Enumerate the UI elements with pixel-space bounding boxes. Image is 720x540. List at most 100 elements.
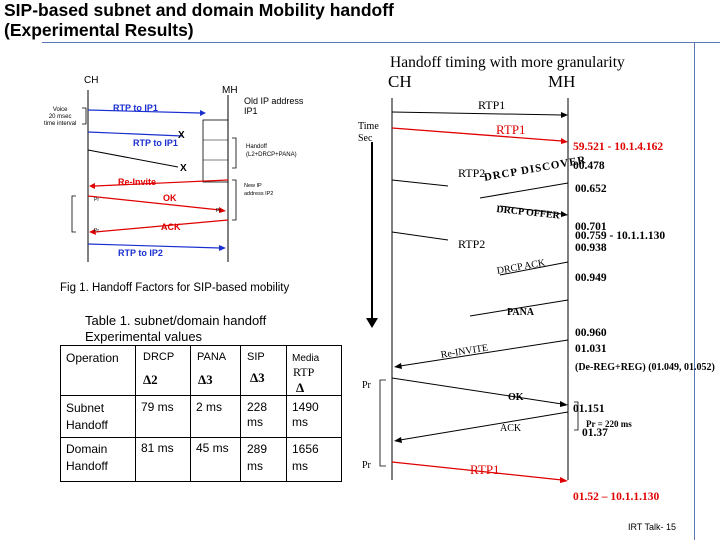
ack-arrow-right (399, 411, 569, 441)
rtp-to-ip1-top-label: RTP to IP1 (113, 103, 158, 113)
row-domain-media: 1656 ms (292, 442, 319, 473)
x-mark-1: X (178, 130, 185, 141)
table-bottom-rule (60, 481, 342, 482)
time-00-949: 00.949 (575, 272, 607, 284)
delta-pana: Δ3 (198, 372, 213, 387)
row-subnet-drcp: 79 ms (141, 400, 174, 414)
th-pana: PANA (197, 351, 227, 363)
th-media: Media (292, 353, 320, 364)
row-domain-label: Domain Handoff (66, 442, 108, 473)
pr-220-note: Pr = 220 ms (586, 419, 632, 429)
rtp1-red-arrow (391, 127, 563, 142)
table-right-rule (341, 345, 342, 482)
pr-bracket-left (71, 195, 76, 233)
ack-arrow (94, 219, 229, 233)
time-00-759: 00.759 - 10.1.1.130 (575, 230, 666, 242)
delta-sip: Δ3 (250, 370, 265, 385)
delta-drcp: Δ2 (143, 372, 158, 387)
time-label: Time Sec (358, 121, 379, 144)
row-subnet-media: 1490 ms (292, 400, 319, 429)
delta-media: Δ (296, 380, 305, 395)
rtp2-arrow-a (391, 179, 449, 187)
page-title: SIP-based subnet and domain Mobility han… (4, 0, 394, 40)
pana-label: PANA (507, 307, 535, 318)
signal-line-x (87, 149, 179, 168)
pana-arrow (469, 299, 569, 317)
rtp-ip2-arrow (87, 243, 221, 249)
right-ch-label: CH (388, 72, 412, 91)
row-domain-drcp: 81 ms (141, 441, 174, 455)
table-col-rule-3 (240, 345, 241, 482)
reinvite-arrow (94, 179, 229, 187)
table-col-rule-1 (135, 345, 136, 482)
rtp1-bottom-arrow (391, 461, 563, 481)
row-subnet-label: Subnet Handoff (66, 401, 108, 432)
time-00-960: 00.960 (575, 327, 607, 339)
table-top-rule (60, 345, 342, 346)
title-line-2: (Experimental Results) (4, 20, 194, 40)
pr-label-3: Pr (94, 228, 99, 234)
new-ip-note: New IP address IP2 (244, 183, 274, 197)
mh-handoff-box (202, 119, 229, 183)
time-01-37: 01.37 (582, 427, 608, 439)
ok-arrow-right (391, 377, 563, 405)
pr-label-right-b: Pr (362, 460, 371, 471)
rtp-to-ip2-label: RTP to IP2 (118, 248, 163, 258)
voice-bracket (82, 107, 87, 125)
dereg-reg-note: (De-REG+REG) (01.049, 01.052) (575, 362, 715, 373)
handoff-note: Handoff (L2+DRCP+PANA) (246, 144, 297, 158)
rtp1-bottom-label: RTP1 (470, 462, 500, 477)
x-mark-2: X (180, 163, 187, 174)
rtp2-label-b: RTP2 (458, 237, 486, 251)
ok-arrow (87, 195, 221, 211)
table-col-rule-2 (190, 345, 191, 482)
table-left-rule (60, 345, 61, 482)
reinvite-label: Re-Invite (118, 177, 157, 187)
table-col-rule-4 (286, 345, 287, 482)
pr-bracket-right-b (574, 401, 579, 431)
time-00-701: 00.701 (575, 221, 607, 233)
time-00-938: 00.938 (575, 242, 607, 254)
table-mid-rule-2 (60, 437, 342, 438)
row-subnet-sip: 228 ms (247, 400, 268, 429)
slide-footer: IRT Talk- 15 (628, 522, 677, 532)
pr-label-1: Pr (94, 197, 99, 203)
time-01-52: 01.52 – 10.1.1.130 (573, 491, 660, 503)
row-subnet-pana: 2 ms (196, 400, 223, 414)
pr-bracket-right-a (379, 379, 386, 467)
row-domain-pana: 45 ms (196, 441, 229, 455)
title-line-1: SIP-based subnet and domain Mobility han… (4, 0, 394, 20)
time-59-521: 59.521 - 10.1.4.162 (573, 141, 664, 153)
table-caption: Table 1. subnet/domain handoff Experimen… (85, 313, 267, 344)
rtp-ip1-broken-arrow (87, 131, 183, 137)
ack-label-right: ACK (500, 423, 522, 434)
right-mh-label: MH (548, 72, 576, 91)
rtp2-label-a: RTP2 (458, 166, 486, 180)
time-00-478: 00.478 (573, 160, 605, 172)
frame-top-line (42, 42, 720, 43)
rtp1-red-label: RTP1 (496, 122, 526, 137)
ok-label: OK (163, 193, 177, 203)
rtp1-top-label: RTP1 (478, 98, 506, 112)
th-drcp: DRCP (143, 351, 175, 363)
row-domain-sip: 289 ms (247, 442, 268, 473)
fig1-caption: Fig 1. Handoff Factors for SIP-based mob… (60, 282, 290, 294)
table-mid-rule-1 (60, 395, 342, 396)
pr-label-2: Pr (216, 208, 221, 214)
right-heading: Handoff timing with more granularity (390, 54, 625, 71)
pr-label-right-a: Pr (362, 380, 371, 391)
ok-label-right: OK (508, 392, 524, 403)
time-01-031: 01.031 (575, 343, 607, 355)
rtp-to-ip1-x-label: RTP to IP1 (133, 138, 178, 148)
time-00-652: 00.652 (575, 183, 607, 195)
frame-right-line (694, 42, 695, 540)
pr-bracket-right (232, 179, 237, 221)
offer-arrow (499, 205, 563, 215)
rtp1-top-arrow (391, 111, 563, 116)
rtp-ip1-arrow (87, 109, 201, 114)
old-ip-note: Old IP address IP1 (244, 96, 304, 116)
left-ch-label: CH (84, 75, 99, 86)
time-01-151: 01.151 (573, 403, 605, 415)
